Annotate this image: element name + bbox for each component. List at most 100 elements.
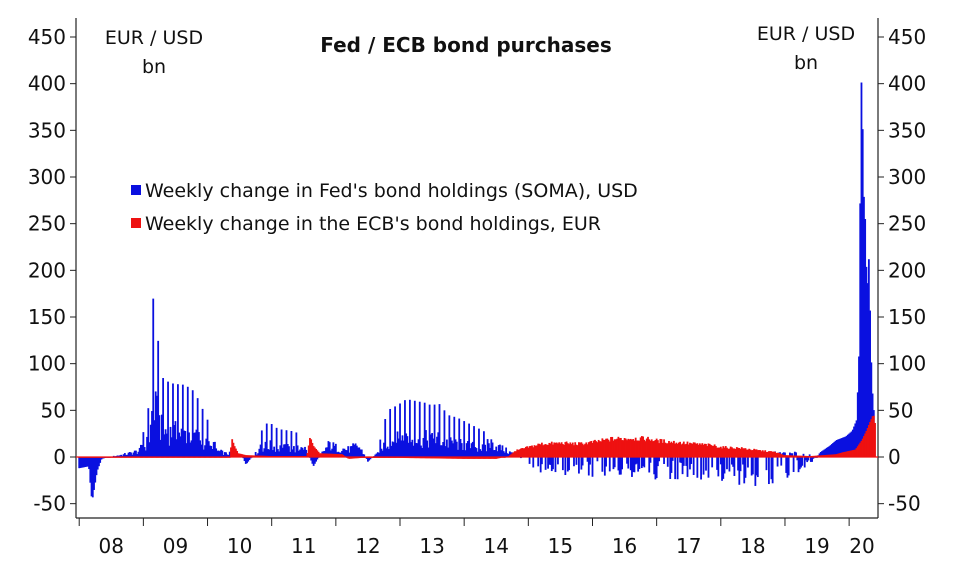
fed-bar [744,457,747,478]
unit-label-right-line1: EUR / USD [757,23,855,45]
fed-bar [754,457,757,486]
ecb-bar [531,445,533,457]
fed-bar [295,432,298,457]
fed-bar [125,454,127,457]
fed-bar [246,457,248,464]
fed-bar [268,449,271,457]
fed-bar [392,442,395,457]
fed-bar [481,444,484,457]
fed-bar [550,457,553,472]
ecb-bar [603,440,606,457]
fed-bar [464,450,467,457]
fed-bar [175,439,178,457]
ecb-bar [591,442,594,457]
fed-bar [827,446,830,457]
fed-bar [434,443,437,457]
ecb-bar [685,443,688,457]
ecb-bar [689,442,691,457]
ecb-bar [645,438,648,457]
fed-bar [144,450,147,457]
fed-bar [807,457,810,461]
fed-bar [263,448,266,457]
ecb-bar [605,438,607,457]
ecb-bar [323,453,326,457]
fed-bar [478,428,480,457]
ecb-bar [447,457,450,459]
ecb-bar [696,443,699,457]
fed-bar [344,450,347,457]
y-tick-label-right: 100 [888,352,926,376]
ecb-bar [679,441,681,457]
ecb-bar [610,436,612,457]
ecb-bar [458,457,461,459]
fed-bar [299,449,301,457]
fed-bar [564,457,567,476]
ecb-bar [584,443,586,457]
fed-bar [422,437,425,457]
fed-bar [173,425,176,457]
ecb-bar [612,440,615,457]
fed-bar [294,452,297,457]
ecb-bar [475,457,478,459]
ecb-bar [533,445,536,457]
fed-bar [405,433,408,457]
fed-bar [855,420,858,457]
fed-bar [612,457,615,470]
fed-bar [653,457,656,475]
ecb-bar [522,448,525,457]
fed-bar [90,457,93,497]
ecb-bar [828,454,831,457]
fed-bar [444,446,447,457]
x-tick-label: 10 [227,534,252,558]
y-tick-label-left: 100 [28,352,66,376]
fed-bar [663,457,665,464]
fed-bar [293,446,295,457]
fed-bar [408,399,411,457]
fed-bar [854,423,857,457]
ecb-bar [760,451,763,457]
fed-bar [388,449,390,457]
fed-bar [605,457,607,467]
fed-bar [539,457,542,473]
fed-bar [506,453,509,457]
ecb-bar [772,451,775,457]
ecb-bar [249,455,252,457]
ecb-bar [737,447,739,457]
ecb-bar [512,452,515,457]
fed-bar [805,457,807,461]
fed-bar [859,203,862,457]
fed-bar [211,449,214,457]
ecb-bar [615,439,617,457]
fed-bar [603,457,606,476]
ecb-bar [642,436,644,457]
ecb-bar [754,449,757,457]
y-axis-left: 450 400 350 300 250 200 150 100 50 0 -50 [28,25,76,516]
fed-bar [656,457,659,467]
ecb-bar [643,439,646,457]
fed-bar [362,454,364,457]
ecb-bar [518,449,521,457]
fed-bar [649,457,652,463]
ecb-bar [663,439,665,457]
ecb-bar [729,446,732,457]
fed-bar [201,408,204,457]
fed-bar [197,432,200,457]
ecb-bar [694,442,696,457]
fed-bar [554,457,557,473]
fed-bar [716,457,719,470]
fed-bar [438,404,441,457]
ecb-bar [859,442,862,457]
ecb-bar [817,455,820,457]
ecb-bar [658,443,661,457]
ecb-bar [818,455,821,457]
ecb-bar [452,457,454,459]
fed-bar [275,427,278,457]
fed-bar [264,441,267,457]
ecb-bar [756,450,759,457]
fed-bar [658,457,661,462]
ecb-bar [347,457,350,459]
fed-bar [386,446,389,457]
fed-bar [819,452,822,457]
fed-bar [196,398,199,457]
ecb-bar [661,442,664,457]
